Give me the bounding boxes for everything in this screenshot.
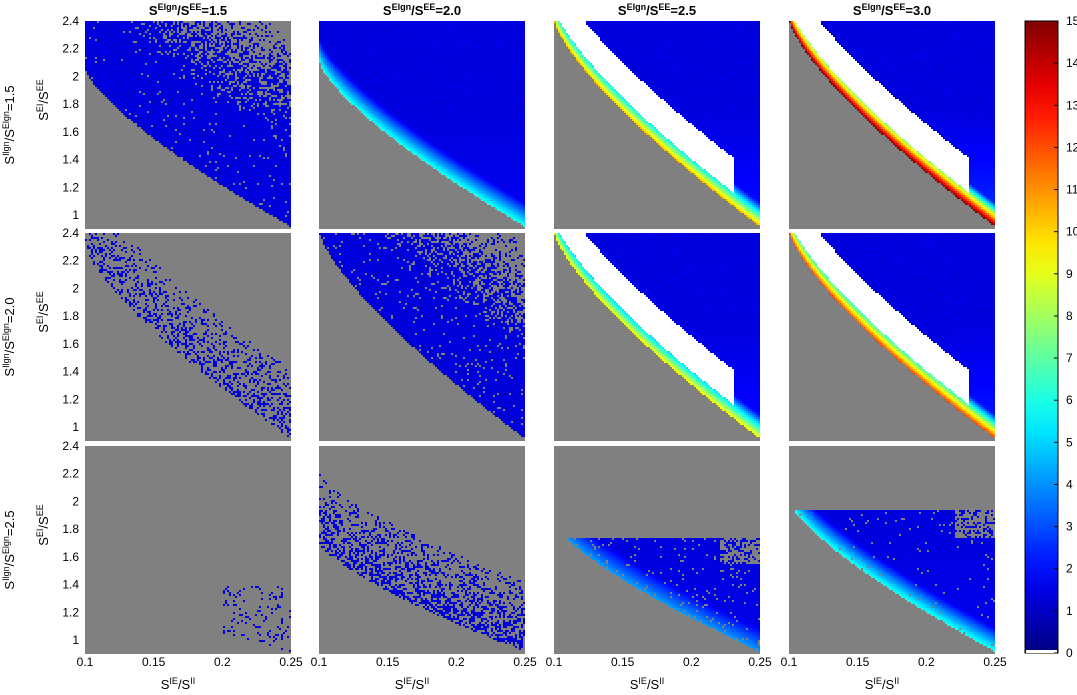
svg-text:SIlgn/SElgn=2.5: SIlgn/SElgn=2.5 [1, 510, 17, 589]
ylabel-0: SEI/SEE [35, 79, 51, 121]
y-tick-label: 1 [72, 633, 79, 647]
x-tick-label: 0.25 [983, 655, 1007, 669]
colorbar-tick-label: 15 [1066, 14, 1077, 28]
panel-r1-c3 [789, 233, 995, 441]
x-tick-label: 0.15 [376, 655, 400, 669]
y-tick-label: 2 [72, 281, 79, 295]
y-tick-label: 1.4 [62, 153, 79, 167]
svg-text:SEI/SEE: SEI/SEE [35, 504, 51, 546]
panel-r0-c3 [789, 21, 995, 229]
column-title-3: SElgn/SEE=3.0 [853, 2, 931, 18]
x-tick-label: 0.1 [546, 655, 563, 669]
column-title-0: SElgn/SEE=1.5 [149, 2, 227, 18]
x-tick-label: 0.25 [748, 655, 772, 669]
y-tick-label: 2 [72, 69, 79, 83]
colorbar-tick-label: 13 [1066, 98, 1077, 112]
x-tick-label: 0.25 [513, 655, 537, 669]
y-tick-label: 1.2 [62, 180, 79, 194]
panel-r2-c3 [789, 446, 995, 654]
colorbar-tick-label: 7 [1066, 351, 1073, 365]
svg-text:SIlgn/SElgn=1.5: SIlgn/SElgn=1.5 [1, 85, 17, 164]
panel-r2-c0 [85, 446, 291, 654]
ylabel-2: SEI/SEE [35, 504, 51, 546]
x-axis-label-0: SIE/SII [161, 676, 196, 692]
x-tick-label: 0.2 [918, 655, 935, 669]
colorbar-tick-label: 3 [1066, 520, 1073, 534]
y-tick-label: 2.4 [62, 439, 79, 453]
y-tick-label: 1 [72, 420, 79, 434]
panel-r0-c1 [319, 21, 525, 229]
panel-r1-c2 [554, 233, 760, 441]
panel-r2-c1 [319, 446, 525, 654]
x-tick-label: 0.15 [846, 655, 870, 669]
y-tick-label: 1.2 [62, 392, 79, 406]
colorbar-tick-label: 6 [1066, 393, 1073, 407]
colorbar-white-cap [1026, 650, 1057, 653]
colorbar-tick-label: 10 [1066, 225, 1077, 239]
column-titles: SElgn/SEE=1.5 SElgn/SEE=2.0 SElgn/SEE=2.5 S… [149, 2, 931, 18]
x-axis-label-2: SIE/SII [630, 676, 665, 692]
svg-text:SEI/SEE: SEI/SEE [35, 79, 51, 121]
x-tick-label: 0.2 [214, 655, 231, 669]
row-label-1: SIlgn/SElgn=2.0 [1, 297, 17, 376]
row-labels: SIlgn/SElgn=1.5 SEI/SEE SIlgn/SElgn=2.0 SEI… [1, 79, 51, 589]
y-tick-label: 2.2 [62, 42, 79, 56]
x-tick-label: 0.1 [781, 655, 798, 669]
panel-r0-c2 [554, 21, 760, 229]
ylabel-1: SEI/SEE [35, 291, 51, 333]
column-title-1: SElgn/SEE=2.0 [383, 2, 461, 18]
panel-r1-c0 [85, 233, 291, 441]
y-tick-label: 1.6 [62, 125, 79, 139]
y-tick-label: 1.8 [62, 522, 79, 536]
x-tick-label: 0.2 [683, 655, 700, 669]
y-tick-label: 1.8 [62, 97, 79, 111]
y-tick-label: 1.6 [62, 337, 79, 351]
svg-text:SEI/SEE: SEI/SEE [35, 291, 51, 333]
column-title-2: SElgn/SEE=2.5 [618, 2, 696, 18]
colorbar-tick-label: 5 [1066, 435, 1073, 449]
colorbar-tick-label: 0 [1066, 646, 1073, 660]
panel-bg [85, 446, 291, 654]
panel-r1-c1 [319, 233, 525, 441]
panel-grid [85, 21, 995, 654]
row-label-2: SIlgn/SElgn=2.5 [1, 510, 17, 589]
colorbar-gradient [1024, 20, 1059, 654]
panel-r2-c2 [554, 446, 760, 654]
y-tick-label: 2.4 [62, 226, 79, 240]
row-label-0: SIlgn/SElgn=1.5 [1, 85, 17, 164]
colorbar-tick-label: 2 [1066, 562, 1073, 576]
y-tick-label: 2.2 [62, 467, 79, 481]
svg-text:SIlgn/SElgn=2.0: SIlgn/SElgn=2.0 [1, 297, 17, 376]
x-tick-label: 0.1 [77, 655, 94, 669]
y-tick-label: 1.6 [62, 550, 79, 564]
y-tick-label: 1.2 [62, 605, 79, 619]
panel-r0-c0 [85, 21, 291, 229]
x-tick-label: 0.25 [279, 655, 303, 669]
colorbar-tick-label: 1 [1066, 604, 1073, 618]
y-tick-label: 2.4 [62, 14, 79, 28]
x-tick-label: 0.15 [611, 655, 635, 669]
y-tick-label: 2 [72, 494, 79, 508]
y-tick-label: 1.8 [62, 309, 79, 323]
colorbar-tick-label: 11 [1066, 183, 1077, 197]
x-axis-label-1: SIE/SII [395, 676, 430, 692]
y-tick-label: 2.2 [62, 254, 79, 268]
colorbar-tick-label: 9 [1066, 267, 1073, 281]
x-axis-label-3: SIE/SII [865, 676, 900, 692]
colorbar-tick-label: 14 [1066, 56, 1077, 70]
axes: 1 1 1 1.2 1.2 1.2 1.4 1.4 1.4 1.6 1.6 1.6 1.8 1.8 1.8 2… [62, 14, 1007, 692]
x-tick-label: 0.1 [311, 655, 328, 669]
x-tick-label: 0.2 [448, 655, 465, 669]
y-tick-label: 1.4 [62, 365, 79, 379]
colorbar-tick-label: 4 [1066, 477, 1073, 491]
y-tick-label: 1.4 [62, 578, 79, 592]
colorbar-tick-label: 8 [1066, 309, 1073, 323]
x-tick-label: 0.15 [142, 655, 166, 669]
y-tick-label: 1 [72, 208, 79, 222]
colorbar-tick-label: 12 [1066, 140, 1077, 154]
